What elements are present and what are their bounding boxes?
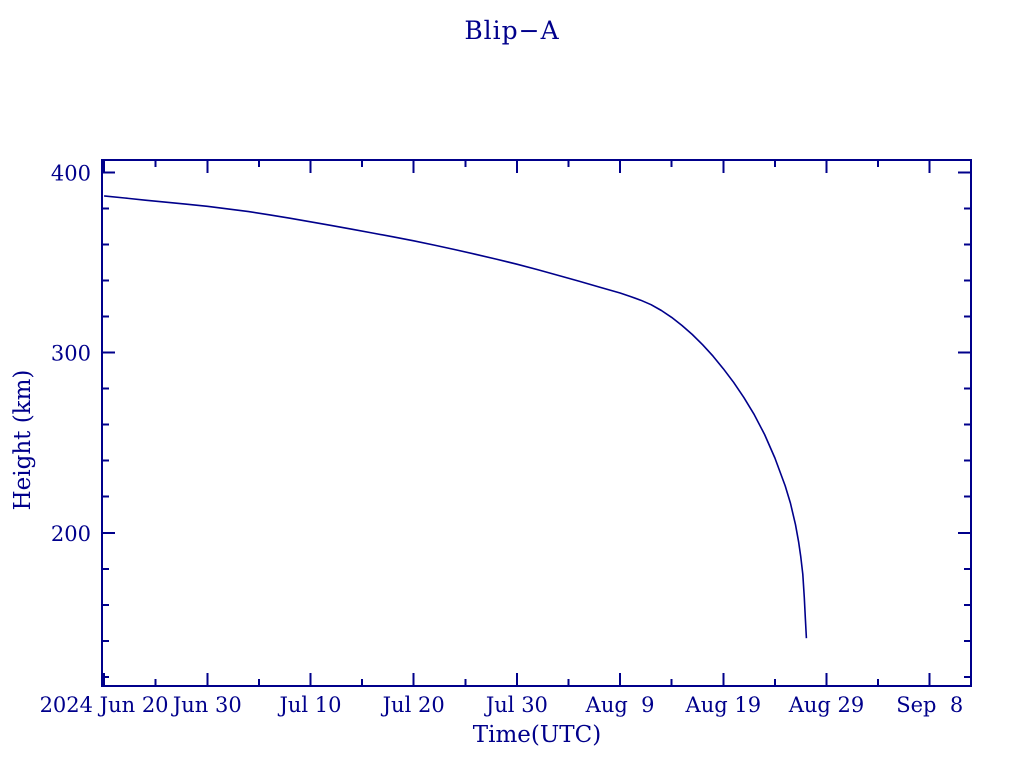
- x-tick-label: Aug 9: [585, 693, 655, 717]
- height-curve: [104, 195, 808, 639]
- x-tick-label: Aug 29: [788, 693, 865, 717]
- x-tick-label: 2024 Jun 20: [40, 693, 169, 717]
- plot-border: [101, 159, 972, 687]
- x-tick-label: Jul 20: [381, 693, 445, 717]
- x-tick-label: Jul 30: [484, 693, 548, 717]
- x-tick-label: Sep 8: [896, 693, 963, 717]
- y-tick-label: 200: [51, 522, 91, 546]
- x-tick-label: Jul 10: [277, 693, 341, 717]
- x-axis-label: Time(UTC): [472, 722, 602, 748]
- y-axis-label: Height (km): [10, 369, 36, 511]
- x-tick-label: Jun 30: [171, 693, 242, 717]
- y-tick-label: 300: [51, 342, 91, 366]
- y-tick-label: 400: [51, 161, 91, 185]
- chart-title: Blip−A: [464, 16, 560, 45]
- x-tick-label: Aug 19: [685, 693, 762, 717]
